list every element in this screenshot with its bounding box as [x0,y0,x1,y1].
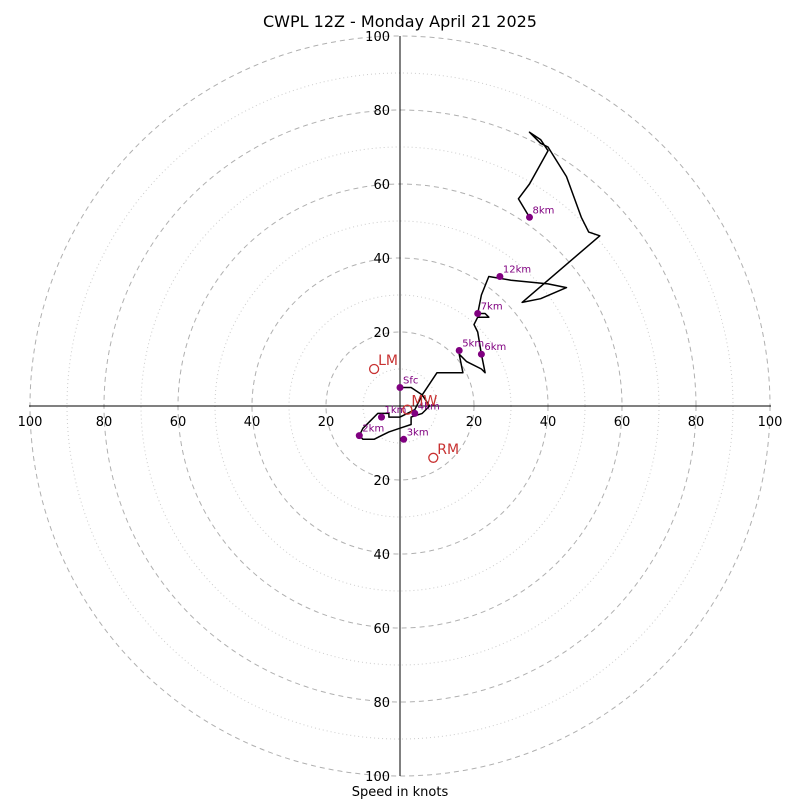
x-tick-label: 60 [170,415,187,430]
height-marker-dot [474,310,482,317]
x-tick-label: 80 [96,415,113,430]
storm-motion-label: MW [411,394,437,410]
x-tick-label: 80 [688,415,705,430]
height-marker-label: 3km [407,427,429,438]
height-marker-label: 5km [462,339,484,350]
x-tick-label: 20 [466,415,483,430]
chart-axes [29,36,771,776]
y-tick-label: 100 [365,770,390,785]
height-marker-dot [526,213,533,221]
y-tick-label: 60 [373,178,390,193]
x-axis-label: Speed in knots [352,785,449,800]
chart-title: CWPL 12Z - Monday April 21 2025 [263,12,537,31]
storm-motion-markers: LM MW RM [368,353,459,463]
y-tick-label: 40 [373,548,390,563]
y-tick-label: 100 [365,30,390,45]
height-marker-label: 8km [533,205,555,216]
height-marker-dot [455,347,463,354]
hodograph-trace-group [358,131,601,441]
y-tick-label: 40 [373,252,390,267]
x-tick-label: 60 [614,415,631,430]
x-tick-label: 40 [540,415,557,430]
y-tick-label: 20 [373,326,390,341]
height-marker-label: 7km [481,302,503,313]
height-marker-dot [396,384,404,391]
y-tick-label: 60 [373,622,390,637]
height-marker-label: 1km [385,405,407,416]
y-tick-label: 20 [373,474,390,489]
height-marker-label: Sfc [403,376,418,387]
x-tick-label: 100 [18,415,43,430]
storm-motion-dot [368,363,380,375]
height-marker-label: 2km [362,424,384,435]
height-marker-dot [411,409,419,417]
height-marker-dot [400,435,408,443]
storm-motion-dot [402,404,413,415]
height-marker-dot [378,413,385,421]
height-marker-label: 4km [418,401,440,412]
height-marker-dot [496,273,504,280]
x-tick-label: 100 [758,415,783,430]
x-tick-label: 40 [244,415,261,430]
storm-motion-dot [428,452,439,463]
height-marker-dot [477,350,485,358]
hodograph-trace [358,131,601,441]
tick-labels: 100 100 80 80 60 60 40 40 20 20 20 20 40 40 60 60 80 80 10… [18,30,783,785]
y-tick-label: 80 [373,104,390,119]
storm-motion-label: RM [437,442,459,458]
storm-motion-label: LM [378,353,398,369]
height-marker-label: 6km [484,342,506,353]
y-tick-label: 80 [373,696,390,711]
x-tick-label: 20 [318,415,335,430]
height-marker-label: 12km [503,265,531,276]
height-marker-dot [355,432,363,440]
